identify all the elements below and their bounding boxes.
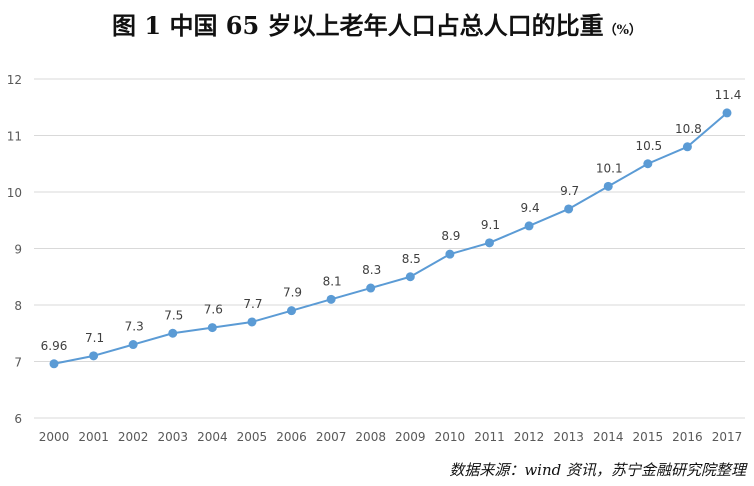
- data-label-3: 7.5: [164, 308, 183, 322]
- y-tick-label-5: 11: [7, 130, 22, 144]
- x-tick-label-17: 2017: [712, 430, 743, 444]
- data-point-13: [564, 204, 574, 214]
- data-label-1: 7.1: [85, 331, 104, 345]
- data-point-8: [366, 283, 376, 293]
- series-line-0: [53, 112, 728, 365]
- x-tick-label-0: 2000: [39, 430, 70, 444]
- x-tick-label-2: 2002: [118, 430, 149, 444]
- x-tick-label-3: 2003: [157, 430, 188, 444]
- data-point-11: [484, 238, 494, 248]
- x-tick-label-9: 2009: [395, 430, 426, 444]
- data-point-0: [49, 359, 59, 369]
- data-label-8: 8.3: [362, 263, 381, 277]
- data-point-5: [247, 317, 257, 327]
- x-tick-label-1: 2001: [78, 430, 109, 444]
- data-point-3: [168, 328, 178, 338]
- data-label-14: 10.1: [596, 161, 623, 175]
- y-tick-label-1: 7: [14, 356, 22, 370]
- source-note: 数据来源：wind 资讯，苏宁金融研究院整理: [449, 461, 746, 479]
- y-tick-label-4: 10: [7, 186, 22, 200]
- x-tick-label-11: 2011: [474, 430, 505, 444]
- chart-title: 图 1 中国 65 岁以上老年人口占总人口的比重: [112, 11, 604, 40]
- data-label-6: 7.9: [283, 286, 302, 300]
- data-label-16: 10.8: [675, 122, 702, 136]
- data-label-2: 7.3: [125, 320, 144, 334]
- x-tick-label-12: 2012: [514, 430, 545, 444]
- y-tick-label-0: 6: [14, 412, 22, 426]
- x-tick-label-16: 2016: [672, 430, 703, 444]
- chart-title-unit: （%）: [603, 23, 642, 38]
- data-label-5: 7.7: [243, 297, 262, 311]
- y-tick-label-2: 8: [14, 299, 22, 313]
- y-tick-label-3: 9: [14, 243, 22, 257]
- data-label-12: 9.4: [521, 201, 540, 215]
- data-point-15: [643, 159, 653, 169]
- y-tick-label-6: 12: [7, 73, 22, 87]
- data-label-11: 9.1: [481, 218, 500, 232]
- data-point-17: [722, 108, 732, 118]
- x-tick-label-7: 2007: [316, 430, 347, 444]
- data-label-15: 10.5: [635, 139, 662, 153]
- data-point-12: [524, 221, 534, 231]
- data-label-9: 8.5: [402, 252, 421, 266]
- data-point-10: [445, 249, 455, 259]
- data-label-0: 6.96: [41, 339, 68, 353]
- data-label-7: 8.1: [323, 274, 342, 288]
- data-point-2: [128, 340, 138, 350]
- data-point-7: [326, 294, 336, 304]
- chart-title-row: 图 1 中国 65 岁以上老年人口占总人口的比重（%）: [0, 6, 754, 41]
- x-tick-label-15: 2015: [633, 430, 664, 444]
- data-point-1: [89, 351, 99, 361]
- data-point-9: [405, 272, 415, 282]
- x-tick-label-10: 2010: [435, 430, 466, 444]
- data-point-6: [287, 306, 297, 316]
- x-tick-label-14: 2014: [593, 430, 624, 444]
- data-point-4: [207, 323, 217, 333]
- data-label-13: 9.7: [560, 184, 579, 198]
- data-point-14: [603, 181, 613, 191]
- data-label-4: 7.6: [204, 303, 223, 317]
- x-tick-label-6: 2006: [276, 430, 307, 444]
- data-label-10: 8.9: [441, 229, 460, 243]
- x-tick-label-13: 2013: [553, 430, 584, 444]
- x-tick-label-5: 2005: [237, 430, 268, 444]
- data-label-17: 11.4: [715, 88, 742, 102]
- data-point-16: [682, 142, 692, 152]
- x-tick-label-8: 2008: [355, 430, 386, 444]
- x-tick-label-4: 2004: [197, 430, 228, 444]
